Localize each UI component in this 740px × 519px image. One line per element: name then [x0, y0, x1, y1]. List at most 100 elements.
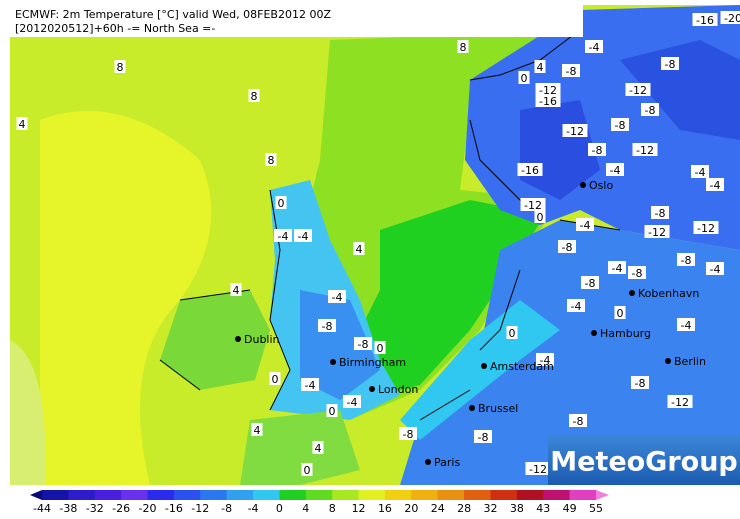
legend-label: 8 — [329, 502, 336, 515]
contour-label: -12 — [524, 199, 542, 212]
legend-label: -26 — [112, 502, 130, 515]
contour-label: -8 — [645, 104, 656, 117]
contour-label: -4 — [710, 263, 721, 276]
legend-swatch — [464, 490, 491, 500]
contour-label: 4 — [233, 284, 240, 297]
city-label: Brussel — [478, 402, 518, 415]
contour-label: -4 — [710, 179, 721, 192]
city-dot — [425, 459, 431, 465]
contour-label: -12 — [697, 222, 715, 235]
contour-label: -8 — [573, 415, 584, 428]
legend-label: 4 — [302, 502, 309, 515]
city-dot — [591, 330, 597, 336]
city-dot — [665, 358, 671, 364]
legend-swatch — [174, 490, 201, 500]
legend-swatch — [42, 490, 69, 500]
contour-label: -12 — [636, 144, 654, 157]
contour-label: -4 — [278, 230, 289, 243]
contour-label: 8 — [268, 154, 275, 167]
contour-label: -8 — [478, 431, 489, 444]
legend-swatch — [148, 490, 175, 500]
contour-label: -12 — [629, 84, 647, 97]
contour-label: -8 — [615, 119, 626, 132]
legend-label: 38 — [510, 502, 524, 515]
contour-label: -4 — [681, 319, 692, 332]
contour-label: -8 — [562, 241, 573, 254]
contour-label: -12 — [566, 125, 584, 138]
contour-label: 0 — [521, 72, 528, 85]
contour-label: 0 — [329, 405, 336, 418]
contour-label: -12 — [671, 396, 689, 409]
city-label: Hamburg — [600, 327, 651, 340]
legend-swatch — [306, 490, 333, 500]
contour-label: -8 — [322, 320, 333, 333]
contour-label: -4 — [695, 166, 706, 179]
contour-label: -8 — [585, 277, 596, 290]
city-dot — [580, 182, 586, 188]
contour-label: -4 — [298, 230, 309, 243]
contour-label: -8 — [566, 65, 577, 78]
contour-label: -8 — [635, 377, 646, 390]
city-dot — [330, 359, 336, 365]
legend-swatch — [121, 490, 148, 500]
contour-label: -16 — [539, 95, 557, 108]
contour-label: 0 — [304, 464, 311, 477]
contour-label: -4 — [347, 396, 358, 409]
contour-label: -4 — [580, 219, 591, 232]
legend-label: 0 — [276, 502, 283, 515]
contour-label: -8 — [358, 338, 369, 351]
legend-arrow — [596, 490, 609, 500]
legend-swatch — [490, 490, 517, 500]
legend-label: -4 — [248, 502, 259, 515]
legend-swatch — [385, 490, 412, 500]
contour-label: -4 — [571, 300, 582, 313]
contour-label: -16 — [696, 14, 714, 27]
legend-label: -8 — [221, 502, 232, 515]
city-dot — [481, 363, 487, 369]
contour-label: -12 — [648, 226, 666, 239]
city-label: London — [378, 383, 418, 396]
legend-label: 43 — [536, 502, 550, 515]
legend-label: 16 — [378, 502, 392, 515]
contour-label: 0 — [537, 211, 544, 224]
logo: MeteoGroup — [550, 447, 738, 478]
legend-label: 20 — [404, 502, 418, 515]
city-label: Paris — [434, 456, 460, 469]
contour-label: 0 — [377, 342, 384, 355]
city-label: Kobenhavn — [638, 287, 699, 300]
contour-label: 4 — [537, 61, 544, 74]
legend-label: -38 — [59, 502, 77, 515]
contour-label: 8 — [117, 61, 124, 74]
header-line: [2012020512]+60h -= North Sea =- — [15, 22, 215, 35]
city-dot — [469, 405, 475, 411]
contour-label: 4 — [19, 118, 26, 131]
contour-label: -20 — [724, 12, 740, 25]
city-label: Amsterdam — [490, 360, 554, 373]
contour-label: 0 — [617, 307, 624, 320]
contour-label: 8 — [460, 41, 467, 54]
legend-swatch — [359, 490, 386, 500]
city-dot — [629, 290, 635, 296]
contour-label: -8 — [681, 254, 692, 267]
legend-label: 55 — [589, 502, 603, 515]
contour-label: -4 — [612, 262, 623, 275]
legend-arrow — [30, 490, 42, 500]
legend-swatch — [253, 490, 280, 500]
city-dot — [369, 386, 375, 392]
contour-label: -8 — [665, 58, 676, 71]
contour-label: -8 — [632, 267, 643, 280]
legend-label: 49 — [563, 502, 577, 515]
legend-label: 24 — [431, 502, 445, 515]
legend-label: 12 — [352, 502, 366, 515]
contour-label: 4 — [356, 243, 363, 256]
legend-swatch — [332, 490, 359, 500]
contour-label: -12 — [529, 463, 547, 476]
contour-label: 0 — [509, 327, 516, 340]
contour-label: -8 — [655, 207, 666, 220]
legend-label: 32 — [483, 502, 497, 515]
city-label: Dublin — [244, 333, 280, 346]
legend-swatch — [517, 490, 544, 500]
contour-label: -16 — [521, 164, 539, 177]
